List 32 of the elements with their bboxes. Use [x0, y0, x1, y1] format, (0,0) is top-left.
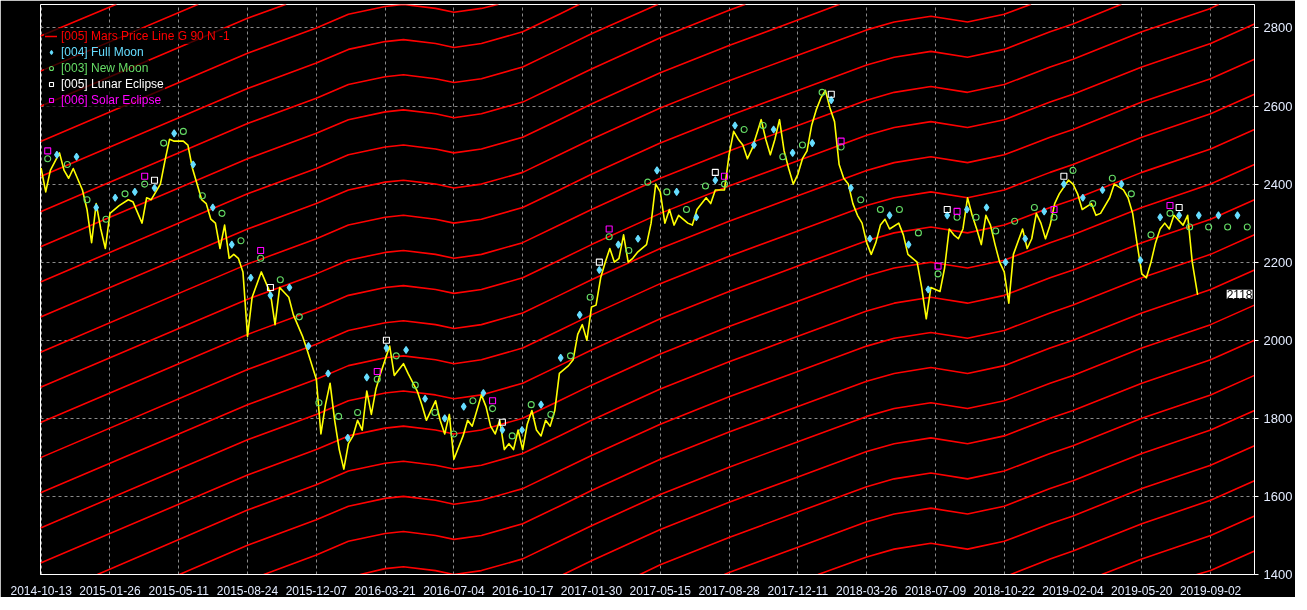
y-tick-label: 1600: [1263, 488, 1293, 504]
y-tick-label: 2400: [1263, 176, 1293, 192]
x-tick-label: 2018-03-26: [835, 583, 898, 598]
y-tick-label: 2200: [1263, 254, 1293, 270]
x-tick-label: 2015-12-07: [285, 583, 348, 598]
legend-label: [005] Lunar Eclipse: [61, 77, 164, 91]
x-tick-label: 2015-08-24: [216, 583, 279, 598]
y-tick-label: 1800: [1263, 410, 1293, 426]
annotation: 2118: [1226, 287, 1253, 302]
x-tick-label: 2017-05-15: [629, 583, 692, 598]
x-tick-label: 2019-09-02: [1179, 583, 1242, 598]
x-tick-label: 2018-10-22: [973, 583, 1036, 598]
x-tick-label: 2014-10-13: [10, 583, 73, 598]
y-tick-label: 2800: [1263, 20, 1293, 36]
x-tick-label: 2019-05-20: [1111, 583, 1173, 598]
x-tick-label: 2019-02-04: [1042, 583, 1105, 598]
x-tick-label: 2015-05-11: [148, 583, 210, 598]
x-tick-label: 2016-10-17: [492, 583, 554, 598]
x-tick-label: 2015-01-26: [79, 583, 141, 598]
y-tick-label: 2000: [1263, 332, 1293, 348]
x-tick-label: 2018-07-09: [904, 583, 967, 598]
legend-label: [004] Full Moon: [61, 45, 144, 59]
x-tick-label: 2017-01-30: [560, 583, 623, 598]
legend-label: [003] New Moon: [61, 61, 149, 75]
legend-label: [006] Solar Eclipse: [61, 93, 162, 107]
y-tick-label: 1400: [1263, 567, 1293, 582]
x-tick-label: 2016-03-21: [354, 583, 417, 598]
x-tick-label: 2017-12-11: [767, 583, 829, 598]
x-tick-label: 2016-07-04: [423, 583, 485, 598]
x-tick-label: 2017-08-28: [698, 583, 761, 598]
legend-label: [005] Mars Price Line G 90 N -1: [61, 29, 230, 43]
y-tick-label: 2600: [1263, 98, 1293, 114]
